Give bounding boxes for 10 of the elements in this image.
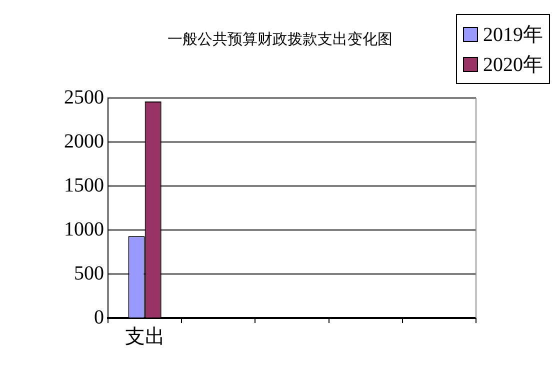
x-tick-label: 支出 bbox=[124, 324, 165, 348]
y-tick-label: 1500 bbox=[64, 174, 104, 196]
y-tick-label: 0 bbox=[94, 306, 104, 328]
y-tick-label: 2000 bbox=[64, 130, 104, 152]
legend-label: 2020年 bbox=[483, 52, 543, 78]
y-tick-label: 500 bbox=[74, 262, 104, 284]
legend-label: 2019年 bbox=[483, 22, 543, 48]
chart-title: 一般公共预算财政拨款支出变化图 bbox=[166, 30, 394, 49]
y-tick-label: 2500 bbox=[64, 86, 104, 108]
y-tick-label: 1000 bbox=[64, 218, 104, 240]
